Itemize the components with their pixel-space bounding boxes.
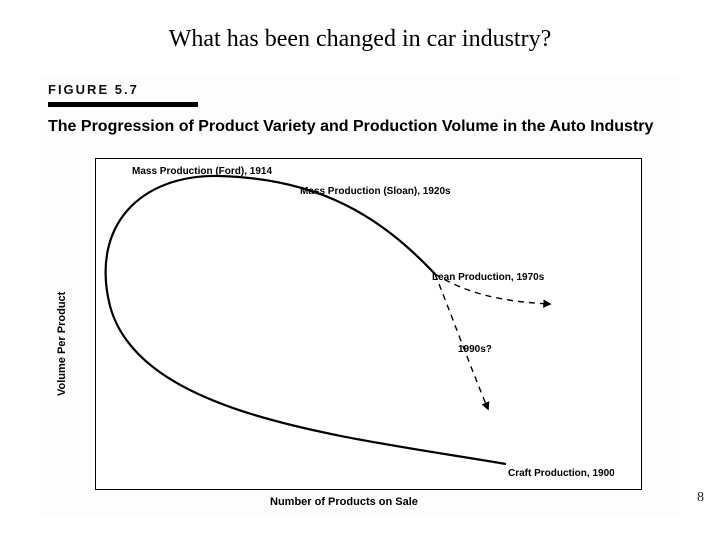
annot-90s: 1990s?	[458, 344, 492, 355]
figure-container: FIGURE 5.7 The Progression of Product Va…	[40, 76, 680, 516]
page-number: 8	[697, 490, 704, 506]
annot-craft: Craft Production, 1900	[508, 468, 615, 479]
slide-title: What has been changed in car industry?	[0, 26, 720, 53]
annot-sloan: Mass Production (Sloan), 1920s	[300, 186, 451, 197]
annot-ford: Mass Production (Ford), 1914	[132, 166, 272, 177]
annot-lean: Lean Production, 1970s	[432, 272, 544, 283]
chart-svg	[40, 76, 680, 516]
main-curve	[106, 176, 506, 464]
